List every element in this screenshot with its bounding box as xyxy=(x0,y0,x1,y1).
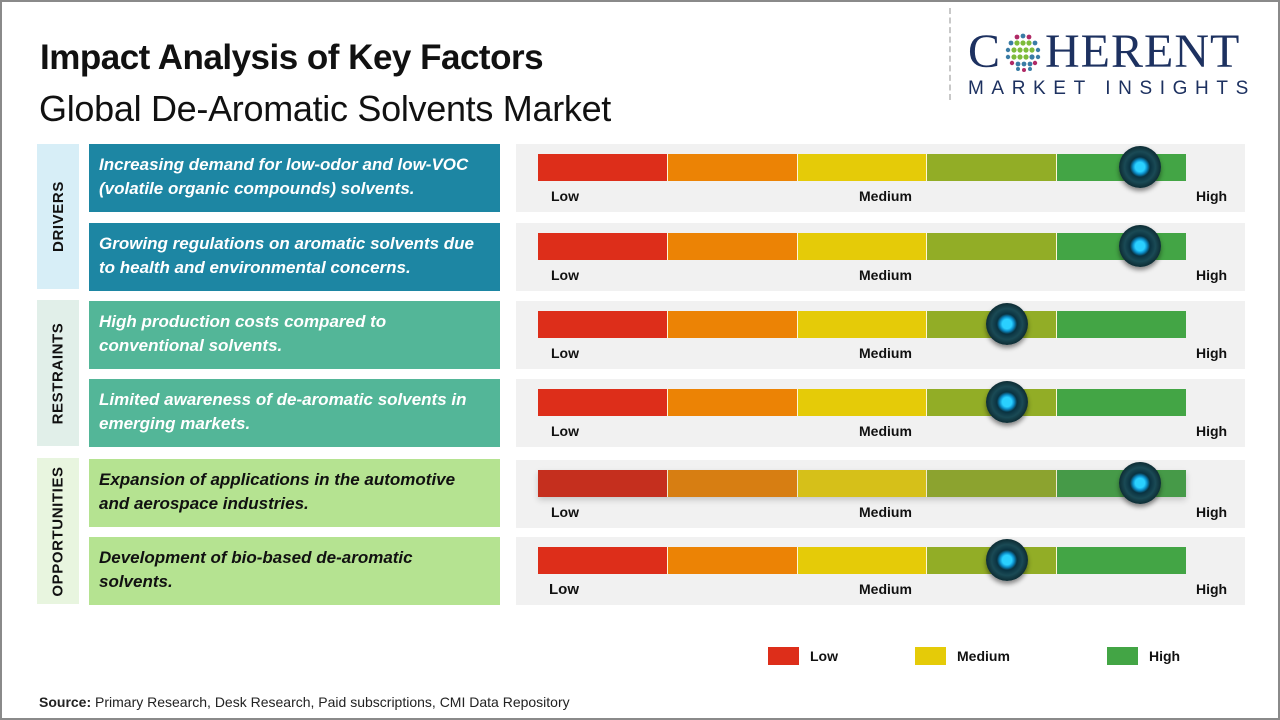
impact-scale-bar xyxy=(538,547,1186,574)
logo-divider xyxy=(949,8,951,100)
impact-indicator-knob xyxy=(986,303,1028,345)
scale-low-label: Low xyxy=(551,504,579,520)
impact-indicator-knob xyxy=(1119,462,1161,504)
page-title: Impact Analysis of Key Factors xyxy=(40,38,544,77)
factor-box-driver-2: Growing regulations on aromatic solvents… xyxy=(89,223,500,291)
impact-scale-bar xyxy=(538,233,1186,260)
section-label-opportunities: OPPORTUNITIES xyxy=(37,458,79,604)
company-logo: C HERENT MARKET INSIGHTS xyxy=(968,25,1263,100)
factor-box-opportunity-1: Expansion of applications in the automot… xyxy=(89,459,500,527)
legend-item-medium: Medium xyxy=(915,647,1010,665)
scale-low-label: Low xyxy=(549,581,579,598)
scale-medium-label: Medium xyxy=(859,504,912,520)
impact-scale-bar xyxy=(538,154,1186,181)
factor-box-restraint-2: Limited awareness of de-aromatic solvent… xyxy=(89,379,500,447)
scale-medium-label: Medium xyxy=(859,267,912,283)
impact-meter: Low Medium High xyxy=(516,379,1245,447)
scale-low-label: Low xyxy=(551,345,579,361)
scale-high-label: High xyxy=(1196,345,1228,361)
logo-letter-c: C xyxy=(968,25,1002,78)
impact-meter: Low Medium High xyxy=(516,223,1245,291)
scale-high-label: High xyxy=(1196,267,1228,283)
scale-low-label: Low xyxy=(551,267,579,283)
scale-high-label: High xyxy=(1196,423,1228,439)
scale-low-label: Low xyxy=(551,423,579,439)
factor-box-driver-1: Increasing demand for low-odor and low-V… xyxy=(89,144,500,212)
impact-scale-bar xyxy=(538,389,1186,416)
source-text: Primary Research, Desk Research, Paid su… xyxy=(91,694,570,710)
scale-medium-label: Medium xyxy=(859,345,912,361)
impact-indicator-knob xyxy=(1119,225,1161,267)
scale-high-label: High xyxy=(1196,581,1228,597)
scale-high-label: High xyxy=(1196,188,1228,204)
logo-tagline: MARKET INSIGHTS xyxy=(968,78,1256,99)
source-note: Source: Primary Research, Desk Research,… xyxy=(39,694,570,710)
factor-box-opportunity-2: Development of bio-based de-aromatic sol… xyxy=(89,537,500,605)
impact-meter: Low Medium High xyxy=(516,537,1245,605)
legend-swatch-high xyxy=(1107,647,1138,665)
section-label-restraints: RESTRAINTS xyxy=(37,300,79,446)
impact-meter: Low Medium High xyxy=(516,460,1245,528)
source-label: Source: xyxy=(39,694,92,710)
scale-low-label: Low xyxy=(551,188,579,204)
page-subtitle: Global De-Aromatic Solvents Market xyxy=(39,88,612,129)
section-label-drivers: DRIVERS xyxy=(37,144,79,289)
globe-dots-icon xyxy=(1005,33,1041,72)
impact-scale-bar xyxy=(538,470,1186,497)
logo-wordmark: HERENT xyxy=(1045,25,1241,78)
impact-meter: Low Medium High xyxy=(516,301,1245,369)
legend-swatch-low xyxy=(768,647,799,665)
impact-meter: Low Medium High xyxy=(516,144,1245,212)
impact-indicator-knob xyxy=(986,539,1028,581)
legend-item-high: High xyxy=(1107,647,1180,665)
scale-medium-label: Medium xyxy=(859,581,912,597)
legend-item-low: Low xyxy=(768,647,838,665)
factor-box-restraint-1: High production costs compared to conven… xyxy=(89,301,500,369)
scale-medium-label: Medium xyxy=(859,423,912,439)
legend-swatch-medium xyxy=(915,647,946,665)
scale-medium-label: Medium xyxy=(859,188,912,204)
impact-indicator-knob xyxy=(1119,146,1161,188)
impact-indicator-knob xyxy=(986,381,1028,423)
scale-high-label: High xyxy=(1196,504,1228,520)
impact-scale-bar xyxy=(538,311,1186,338)
